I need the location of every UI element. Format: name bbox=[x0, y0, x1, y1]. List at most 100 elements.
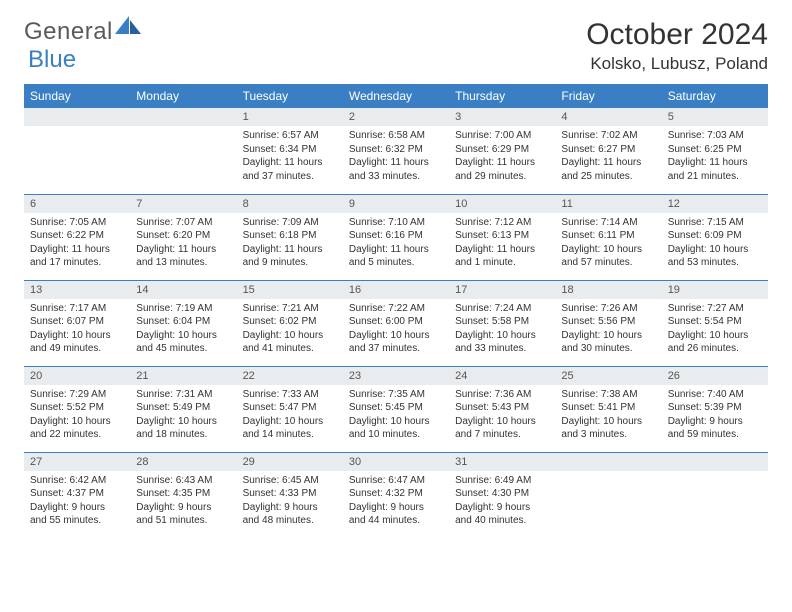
week-row: 27Sunrise: 6:42 AMSunset: 4:37 PMDayligh… bbox=[24, 452, 768, 538]
daylight: Daylight: 10 hours and 30 minutes. bbox=[561, 329, 655, 356]
day-cell: 10Sunrise: 7:12 AMSunset: 6:13 PMDayligh… bbox=[449, 194, 555, 280]
dayhead-tuesday: Tuesday bbox=[237, 84, 343, 108]
day-cell: 5Sunrise: 7:03 AMSunset: 6:25 PMDaylight… bbox=[662, 108, 768, 194]
sunset: Sunset: 6:07 PM bbox=[30, 315, 124, 329]
sunset: Sunset: 6:27 PM bbox=[561, 143, 655, 157]
day-cell: 28Sunrise: 6:43 AMSunset: 4:35 PMDayligh… bbox=[130, 452, 236, 538]
daylight: Daylight: 9 hours and 51 minutes. bbox=[136, 501, 230, 528]
sunset: Sunset: 5:41 PM bbox=[561, 401, 655, 415]
sunrise: Sunrise: 7:26 AM bbox=[561, 302, 655, 316]
day-details: Sunrise: 7:29 AMSunset: 5:52 PMDaylight:… bbox=[24, 385, 130, 444]
daylight: Daylight: 11 hours and 1 minute. bbox=[455, 243, 549, 270]
daylight: Daylight: 10 hours and 14 minutes. bbox=[243, 415, 337, 442]
sunrise: Sunrise: 6:43 AM bbox=[136, 474, 230, 488]
daylight: Daylight: 10 hours and 10 minutes. bbox=[349, 415, 443, 442]
day-cell: 22Sunrise: 7:33 AMSunset: 5:47 PMDayligh… bbox=[237, 366, 343, 452]
day-cell: 2Sunrise: 6:58 AMSunset: 6:32 PMDaylight… bbox=[343, 108, 449, 194]
sunrise: Sunrise: 7:31 AM bbox=[136, 388, 230, 402]
day-number: 22 bbox=[237, 367, 343, 385]
day-cell: 17Sunrise: 7:24 AMSunset: 5:58 PMDayligh… bbox=[449, 280, 555, 366]
sunrise: Sunrise: 7:29 AM bbox=[30, 388, 124, 402]
day-number bbox=[662, 453, 768, 471]
daylight: Daylight: 9 hours and 55 minutes. bbox=[30, 501, 124, 528]
day-details: Sunrise: 6:42 AMSunset: 4:37 PMDaylight:… bbox=[24, 471, 130, 530]
day-cell: 13Sunrise: 7:17 AMSunset: 6:07 PMDayligh… bbox=[24, 280, 130, 366]
daylight: Daylight: 10 hours and 53 minutes. bbox=[668, 243, 762, 270]
daylight: Daylight: 10 hours and 26 minutes. bbox=[668, 329, 762, 356]
day-details: Sunrise: 6:58 AMSunset: 6:32 PMDaylight:… bbox=[343, 126, 449, 185]
sunset: Sunset: 6:18 PM bbox=[243, 229, 337, 243]
day-cell: 12Sunrise: 7:15 AMSunset: 6:09 PMDayligh… bbox=[662, 194, 768, 280]
sunset: Sunset: 4:35 PM bbox=[136, 487, 230, 501]
sunrise: Sunrise: 7:05 AM bbox=[30, 216, 124, 230]
day-details: Sunrise: 7:03 AMSunset: 6:25 PMDaylight:… bbox=[662, 126, 768, 185]
day-cell: 30Sunrise: 6:47 AMSunset: 4:32 PMDayligh… bbox=[343, 452, 449, 538]
day-number: 11 bbox=[555, 195, 661, 213]
day-number: 29 bbox=[237, 453, 343, 471]
day-number: 27 bbox=[24, 453, 130, 471]
day-cell: 7Sunrise: 7:07 AMSunset: 6:20 PMDaylight… bbox=[130, 194, 236, 280]
day-details: Sunrise: 7:12 AMSunset: 6:13 PMDaylight:… bbox=[449, 213, 555, 272]
day-number: 6 bbox=[24, 195, 130, 213]
day-details: Sunrise: 7:26 AMSunset: 5:56 PMDaylight:… bbox=[555, 299, 661, 358]
day-details: Sunrise: 7:36 AMSunset: 5:43 PMDaylight:… bbox=[449, 385, 555, 444]
sunset: Sunset: 5:58 PM bbox=[455, 315, 549, 329]
day-number: 28 bbox=[130, 453, 236, 471]
day-details: Sunrise: 7:14 AMSunset: 6:11 PMDaylight:… bbox=[555, 213, 661, 272]
daylight: Daylight: 11 hours and 37 minutes. bbox=[243, 156, 337, 183]
day-details: Sunrise: 7:38 AMSunset: 5:41 PMDaylight:… bbox=[555, 385, 661, 444]
day-number bbox=[24, 108, 130, 126]
day-cell: 31Sunrise: 6:49 AMSunset: 4:30 PMDayligh… bbox=[449, 452, 555, 538]
sunrise: Sunrise: 6:47 AM bbox=[349, 474, 443, 488]
sunset: Sunset: 5:45 PM bbox=[349, 401, 443, 415]
day-details: Sunrise: 7:33 AMSunset: 5:47 PMDaylight:… bbox=[237, 385, 343, 444]
month-title: October 2024 bbox=[586, 18, 768, 52]
day-details: Sunrise: 7:05 AMSunset: 6:22 PMDaylight:… bbox=[24, 213, 130, 272]
daylight: Daylight: 9 hours and 44 minutes. bbox=[349, 501, 443, 528]
day-number: 19 bbox=[662, 281, 768, 299]
title-block: October 2024 Kolsko, Lubusz, Poland bbox=[586, 18, 768, 74]
day-number: 16 bbox=[343, 281, 449, 299]
day-number: 26 bbox=[662, 367, 768, 385]
day-details: Sunrise: 6:43 AMSunset: 4:35 PMDaylight:… bbox=[130, 471, 236, 530]
daylight: Daylight: 9 hours and 40 minutes. bbox=[455, 501, 549, 528]
day-cell: 27Sunrise: 6:42 AMSunset: 4:37 PMDayligh… bbox=[24, 452, 130, 538]
day-number: 8 bbox=[237, 195, 343, 213]
sunset: Sunset: 4:30 PM bbox=[455, 487, 549, 501]
day-details: Sunrise: 6:57 AMSunset: 6:34 PMDaylight:… bbox=[237, 126, 343, 185]
sunrise: Sunrise: 7:22 AM bbox=[349, 302, 443, 316]
daylight: Daylight: 10 hours and 57 minutes. bbox=[561, 243, 655, 270]
day-details: Sunrise: 7:22 AMSunset: 6:00 PMDaylight:… bbox=[343, 299, 449, 358]
day-cell: 19Sunrise: 7:27 AMSunset: 5:54 PMDayligh… bbox=[662, 280, 768, 366]
day-number: 23 bbox=[343, 367, 449, 385]
sunrise: Sunrise: 6:49 AM bbox=[455, 474, 549, 488]
day-number: 20 bbox=[24, 367, 130, 385]
day-details: Sunrise: 7:35 AMSunset: 5:45 PMDaylight:… bbox=[343, 385, 449, 444]
sunset: Sunset: 5:47 PM bbox=[243, 401, 337, 415]
day-details: Sunrise: 7:02 AMSunset: 6:27 PMDaylight:… bbox=[555, 126, 661, 185]
sunset: Sunset: 6:29 PM bbox=[455, 143, 549, 157]
sunrise: Sunrise: 7:19 AM bbox=[136, 302, 230, 316]
day-number bbox=[555, 453, 661, 471]
day-cell: 9Sunrise: 7:10 AMSunset: 6:16 PMDaylight… bbox=[343, 194, 449, 280]
sunrise: Sunrise: 7:07 AM bbox=[136, 216, 230, 230]
day-number: 3 bbox=[449, 108, 555, 126]
day-header-row: Sunday Monday Tuesday Wednesday Thursday… bbox=[24, 84, 768, 108]
sunrise: Sunrise: 7:33 AM bbox=[243, 388, 337, 402]
day-cell bbox=[130, 108, 236, 194]
daylight: Daylight: 11 hours and 17 minutes. bbox=[30, 243, 124, 270]
sunset: Sunset: 6:00 PM bbox=[349, 315, 443, 329]
day-details: Sunrise: 7:40 AMSunset: 5:39 PMDaylight:… bbox=[662, 385, 768, 444]
daylight: Daylight: 10 hours and 41 minutes. bbox=[243, 329, 337, 356]
sunset: Sunset: 6:34 PM bbox=[243, 143, 337, 157]
day-cell: 25Sunrise: 7:38 AMSunset: 5:41 PMDayligh… bbox=[555, 366, 661, 452]
day-number: 21 bbox=[130, 367, 236, 385]
day-cell: 20Sunrise: 7:29 AMSunset: 5:52 PMDayligh… bbox=[24, 366, 130, 452]
daylight: Daylight: 9 hours and 59 minutes. bbox=[668, 415, 762, 442]
sunrise: Sunrise: 6:58 AM bbox=[349, 129, 443, 143]
sunrise: Sunrise: 7:10 AM bbox=[349, 216, 443, 230]
sunset: Sunset: 5:43 PM bbox=[455, 401, 549, 415]
week-row: 6Sunrise: 7:05 AMSunset: 6:22 PMDaylight… bbox=[24, 194, 768, 280]
sunrise: Sunrise: 6:42 AM bbox=[30, 474, 124, 488]
day-details: Sunrise: 7:24 AMSunset: 5:58 PMDaylight:… bbox=[449, 299, 555, 358]
